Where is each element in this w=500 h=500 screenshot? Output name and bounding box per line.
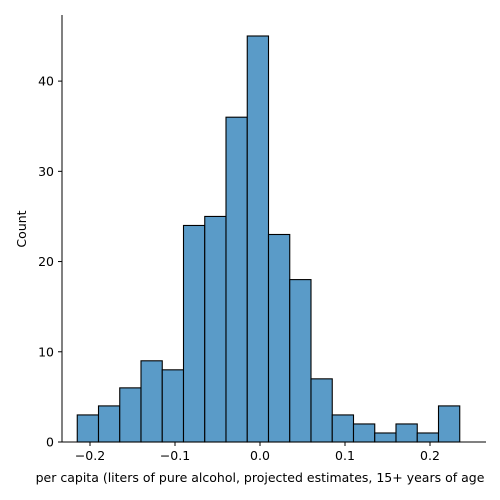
y-tick-label: 40 — [38, 74, 54, 89]
bars-group — [76, 35, 461, 443]
x-tick-label: 0.1 — [335, 448, 355, 463]
histogram-bar — [416, 432, 440, 443]
histogram-bar — [395, 423, 418, 443]
histogram-bar — [182, 224, 206, 443]
histogram-bar — [204, 215, 227, 443]
histogram-bar — [140, 360, 163, 443]
y-tick-label: 30 — [38, 164, 54, 179]
histogram-bar — [331, 414, 355, 443]
histogram-bar — [437, 405, 461, 443]
histogram-bar — [310, 378, 333, 443]
x-ticks: −0.2 −0.1 0.0 0.1 0.2 — [75, 442, 440, 463]
histogram-bar — [246, 35, 270, 443]
y-axis-label: Count — [14, 210, 29, 247]
x-tick-label: 0.0 — [250, 448, 270, 463]
x-tick-label: −0.1 — [160, 448, 190, 463]
histogram-bar — [289, 279, 312, 443]
histogram-bar — [225, 116, 248, 443]
histogram-bar — [119, 387, 142, 443]
histogram-bar — [352, 423, 376, 443]
histogram-bar — [97, 405, 121, 443]
histogram-bar — [374, 432, 397, 443]
y-ticks: 0 10 20 30 40 — [38, 74, 62, 450]
y-tick-label: 10 — [38, 344, 54, 359]
x-axis-label: per capita (liters of pure alcohol, proj… — [36, 470, 485, 485]
x-tick-label: −0.2 — [75, 448, 105, 463]
histogram-bar — [161, 369, 185, 443]
histogram-bar — [267, 233, 291, 443]
y-tick-label: 20 — [38, 254, 54, 269]
x-tick-label: 0.2 — [420, 448, 440, 463]
y-tick-label: 0 — [46, 435, 54, 450]
histogram-bar — [76, 414, 100, 443]
